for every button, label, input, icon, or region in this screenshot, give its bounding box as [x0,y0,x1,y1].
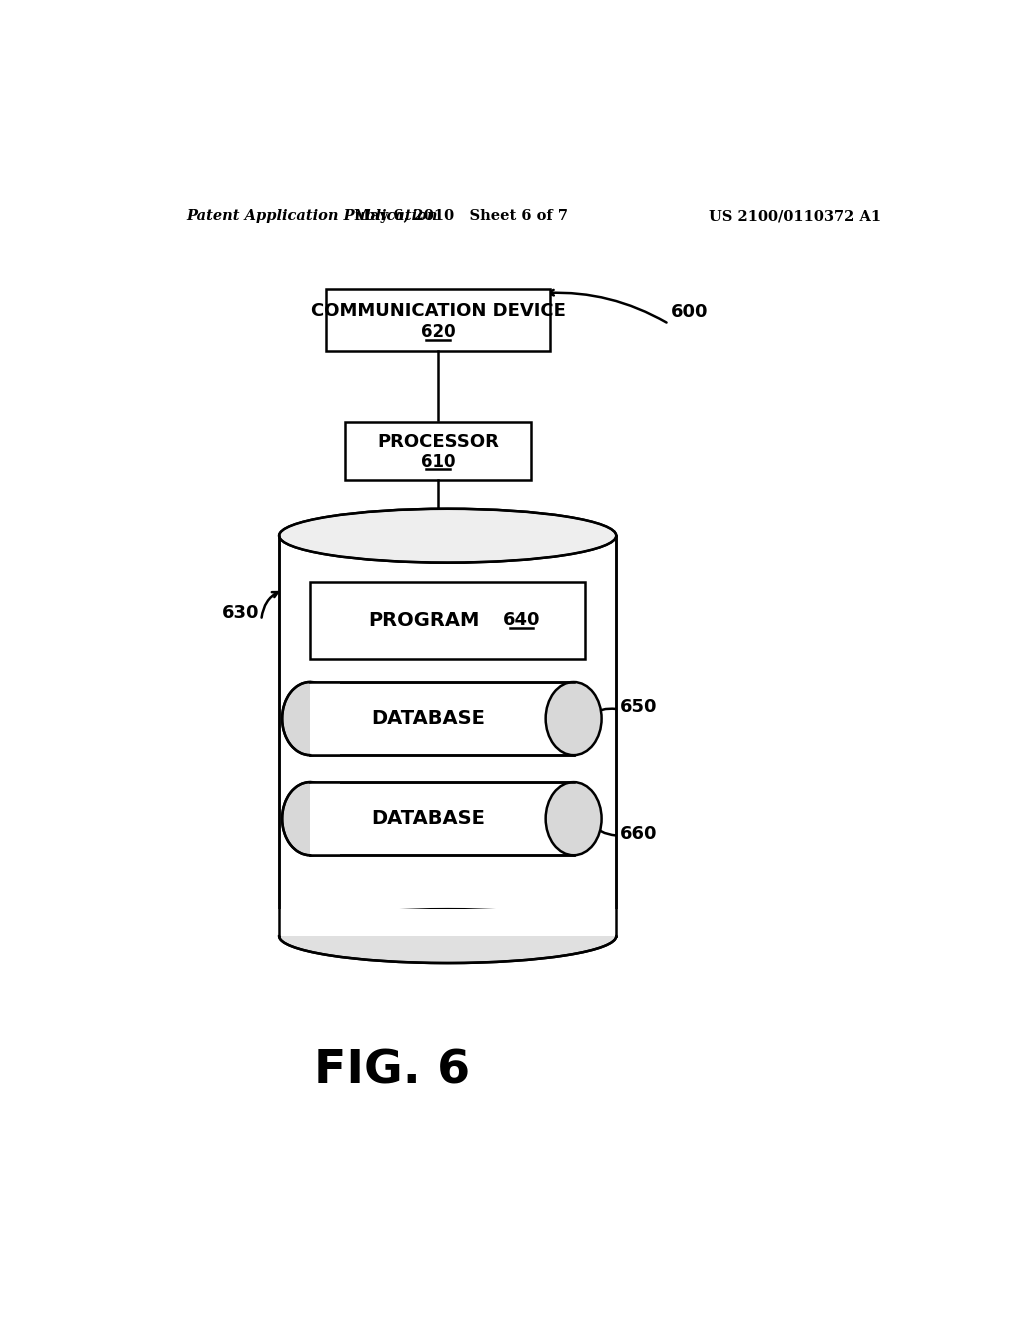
Text: 600: 600 [671,304,708,321]
Text: COMMUNICATION DEVICE: COMMUNICATION DEVICE [310,302,565,319]
Text: PROGRAM: PROGRAM [369,611,480,630]
Text: US 2100/0110372 A1: US 2100/0110372 A1 [710,209,882,223]
Text: Patent Application Publication: Patent Application Publication [186,209,437,223]
Ellipse shape [280,508,616,562]
Bar [275,909,621,936]
Ellipse shape [546,682,602,755]
Text: FIG. 6: FIG. 6 [314,1048,470,1093]
Text: DATABASE: DATABASE [371,809,484,828]
Text: 640: 640 [503,611,540,630]
Text: 620: 620 [421,323,456,342]
Bar [310,682,573,755]
Bar [310,781,340,855]
Text: DATABASE: DATABASE [371,709,484,729]
Bar [326,289,550,351]
Bar [345,422,531,480]
Text: PROCESSOR: PROCESSOR [377,433,499,450]
Ellipse shape [280,909,616,964]
Bar [310,781,573,855]
Ellipse shape [283,781,338,855]
Bar [310,582,586,659]
Text: 630: 630 [222,603,260,622]
Text: May 6, 2010   Sheet 6 of 7: May 6, 2010 Sheet 6 of 7 [354,209,568,223]
Ellipse shape [283,682,338,755]
Text: 610: 610 [421,453,456,471]
Text: 660: 660 [621,825,657,843]
Ellipse shape [281,511,614,561]
Ellipse shape [546,781,602,855]
Bar [280,536,616,936]
Bar [310,682,340,755]
Text: 650: 650 [621,698,657,715]
